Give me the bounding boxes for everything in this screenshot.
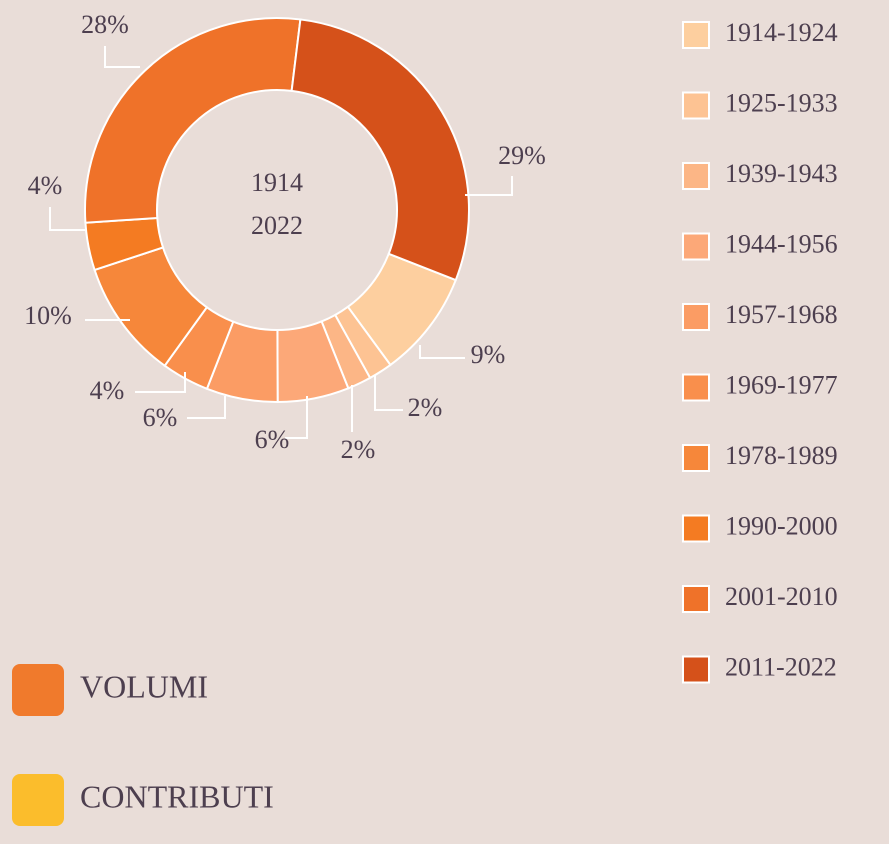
legend-swatch xyxy=(682,162,710,190)
value-label: 9% xyxy=(471,340,506,369)
center-label: 2022 xyxy=(251,211,303,240)
value-label: 6% xyxy=(143,403,178,432)
leader-line xyxy=(374,375,403,411)
value-label: 2% xyxy=(341,435,376,464)
leader-line xyxy=(49,207,85,231)
legend-swatch xyxy=(682,303,710,331)
legend-label: 1978-1989 xyxy=(725,441,838,470)
group-label: CONTRIBUTI xyxy=(80,778,274,814)
legend-swatch xyxy=(682,655,710,684)
value-label: 4% xyxy=(28,171,63,200)
legend-swatch xyxy=(682,91,710,120)
legend-swatch xyxy=(682,444,710,472)
legend-label: 1944-1956 xyxy=(725,229,838,258)
leader-line xyxy=(419,345,465,359)
leader-line xyxy=(104,46,140,68)
legend-swatch xyxy=(682,373,710,402)
donut-segment xyxy=(290,18,470,282)
value-label: 4% xyxy=(90,376,125,405)
donut-segment xyxy=(84,17,302,224)
leader-line xyxy=(187,396,226,419)
leader-line xyxy=(285,396,308,439)
legend-label: 1990-2000 xyxy=(725,511,838,540)
value-label: 10% xyxy=(24,301,72,330)
value-label: 28% xyxy=(81,10,129,39)
legend-swatch xyxy=(682,21,710,49)
legend-swatch xyxy=(682,585,710,613)
legend-label: 2001-2010 xyxy=(725,582,838,611)
legend-label: 1939-1943 xyxy=(725,159,838,188)
legend-label: 1957-1968 xyxy=(725,300,838,329)
legend-swatch xyxy=(682,232,710,261)
group-swatch xyxy=(12,664,64,716)
group-swatch xyxy=(12,774,64,826)
legend-label: 1925-1933 xyxy=(725,88,838,117)
value-label: 2% xyxy=(408,393,443,422)
legend-swatch xyxy=(682,514,710,543)
value-label: 6% xyxy=(255,425,290,454)
legend-label: 1969-1977 xyxy=(725,370,838,399)
group-label: VOLUMI xyxy=(80,668,208,704)
leader-line xyxy=(135,372,186,393)
center-label: 1914 xyxy=(251,168,303,197)
legend-label: 2011-2022 xyxy=(725,652,837,681)
value-label: 29% xyxy=(498,141,546,170)
legend-label: 1914-1924 xyxy=(725,18,838,47)
leader-line xyxy=(465,176,513,196)
